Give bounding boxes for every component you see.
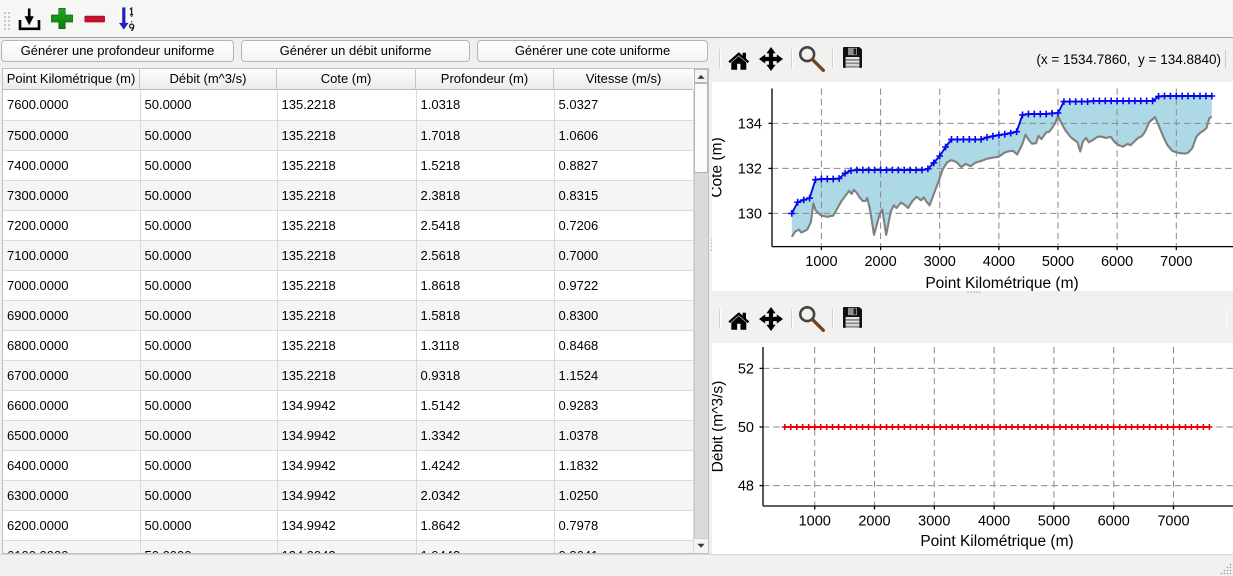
svg-text:1000: 1000 [805,254,837,270]
svg-text:3000: 3000 [918,514,950,530]
svg-text:50: 50 [738,420,754,436]
svg-text:Débit (m^3/s): Débit (m^3/s) [712,381,727,473]
svg-text:5000: 5000 [1042,254,1074,270]
svg-text:Point Kilométrique (m): Point Kilométrique (m) [920,533,1073,550]
svg-text:4000: 4000 [983,254,1015,270]
svg-text:3000: 3000 [924,254,956,270]
svg-text:6000: 6000 [1101,254,1133,270]
svg-text:2000: 2000 [858,514,890,530]
svg-text:6000: 6000 [1098,514,1130,530]
svg-text:2000: 2000 [864,254,896,270]
svg-text:130: 130 [738,206,762,222]
svg-text:134: 134 [738,116,762,132]
svg-text:48: 48 [738,479,754,495]
svg-text:4000: 4000 [978,514,1010,530]
svg-text:132: 132 [738,161,762,177]
svg-text:52: 52 [738,361,754,377]
svg-text:7000: 7000 [1160,254,1192,270]
svg-text:1000: 1000 [799,514,831,530]
svg-text:Cote (m): Cote (m) [712,137,726,197]
svg-text:Point Kilométrique (m): Point Kilométrique (m) [925,275,1078,291]
svg-text:5000: 5000 [1038,514,1070,530]
svg-text:7000: 7000 [1157,514,1189,530]
